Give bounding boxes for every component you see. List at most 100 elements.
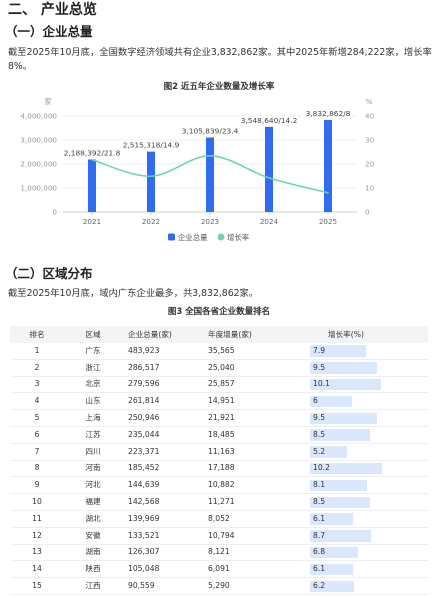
total-cell: 142,568 [128, 497, 160, 507]
legend-swatch-growth-rate [217, 233, 225, 241]
data-label-2023: 3,105,839/23.4 [182, 126, 239, 135]
growth-value: 7.9 [313, 345, 326, 355]
table-row: 10 福建 142,568 11,271 8.5 [10, 494, 428, 511]
y2-tick-label: 0 [365, 208, 370, 217]
x-tick-label: 2024 [260, 217, 279, 226]
rank-cell: 12 [32, 530, 42, 540]
growth-cell: 6.1 [308, 511, 428, 527]
rank-cell: 3 [34, 379, 40, 389]
regional-distribution-paragraph: 截至2025年10月底，域内广东企业最多，共3,832,862家。 [8, 288, 259, 299]
region-cell: 湖北 [85, 513, 101, 523]
rank-cell: 10 [32, 497, 42, 507]
growth-value: 8.5 [313, 497, 326, 507]
region-cell: 北京 [85, 379, 101, 389]
growth-value: 8.5 [313, 429, 326, 439]
growth-cell: 6.2 [308, 578, 428, 594]
increase-cell: 6,091 [208, 564, 230, 574]
increase-cell: 17,188 [208, 463, 235, 473]
increase-cell: 25,857 [208, 379, 235, 389]
bar-2023 [206, 137, 214, 212]
growth-value: 8.7 [313, 530, 326, 540]
growth-data-bar [310, 395, 353, 408]
rank-cell: 15 [32, 581, 42, 591]
x-tick-label: 2025 [319, 217, 337, 226]
growth-rate-line [91, 155, 329, 194]
rank-cell: 14 [32, 564, 42, 574]
region-cell: 浙江 [85, 362, 101, 372]
total-cell: 90,559 [128, 581, 155, 591]
growth-cell: 7.9 [308, 343, 428, 359]
increase-cell: 11,271 [208, 497, 235, 507]
region-cell: 湖南 [85, 547, 101, 557]
growth-value: 6.2 [313, 581, 326, 591]
enterprise-total-paragraph: 截至2025年10月底，全国数字经济领域共有企业3,832,862家。其中202… [8, 47, 432, 72]
growth-data-bar [310, 446, 347, 458]
growth-value: 6.8 [313, 547, 326, 557]
rank-cell: 9 [34, 480, 40, 490]
growth-data-bar [310, 496, 370, 508]
y2-axis-unit: % [366, 97, 373, 106]
region-cell: 安徽 [85, 530, 101, 540]
growth-data-bar [310, 462, 382, 475]
table-row: 13 湖南 126,307 8,121 6.8 [10, 545, 428, 562]
y-tick-label: 2,000,000 [20, 160, 57, 169]
total-cell: 185,452 [128, 463, 160, 473]
growth-cell: 9.5 [308, 360, 428, 376]
column-header-increase: 年度增量(家) [208, 329, 252, 339]
y2-tick-label: 40 [365, 112, 375, 121]
growth-cell: 8.5 [308, 427, 428, 443]
growth-point-2023 [209, 154, 212, 157]
bar-2022 [147, 151, 155, 212]
table-row: 9 河北 144,639 10,882 8.1 [10, 477, 428, 495]
total-cell: 235,044 [128, 429, 160, 439]
y-tick-label: 4,000,000 [20, 112, 57, 121]
total-cell: 133,521 [128, 530, 160, 540]
chart-data-labels: 2,188,392/21.82,515,318/14.93,105,839/23… [64, 109, 351, 157]
total-cell: 223,371 [128, 446, 160, 456]
province-ranking-table: 排名 区域 企业总量(家) 年度增量(家) 增长率(%) 1 广东 483,923 3… [10, 326, 428, 595]
growth-point-2021 [91, 158, 94, 161]
growth-value: 5.2 [313, 446, 326, 456]
column-header-growth: 增长率(%) [328, 329, 364, 339]
region-cell: 江西 [85, 581, 101, 591]
y2-tick-label: 10 [365, 184, 375, 193]
subsection-title-regional-distribution: （二）区域分布 [5, 266, 93, 281]
increase-cell: 8,052 [208, 513, 230, 523]
growth-point-2022 [150, 175, 153, 178]
growth-value: 8.1 [313, 480, 326, 490]
table-row: 2 浙江 286,517 25,040 9.5 [10, 360, 428, 377]
growth-cell: 6 [308, 393, 428, 409]
growth-data-bar [310, 530, 372, 542]
table-row: 3 北京 279,596 25,857 10.1 [10, 377, 428, 394]
table-row: 1 广东 483,923 35,565 7.9 [10, 343, 428, 360]
total-cell: 139,969 [128, 513, 160, 523]
line-series-growth-rate [91, 154, 329, 194]
rank-cell: 1 [34, 345, 40, 355]
legend-label-enterprise-total: 企业总量 [178, 233, 208, 242]
data-label-2025: 3,832,862/8 [306, 109, 351, 118]
table-row: 15 江西 90,559 5,290 6.2 [10, 578, 428, 595]
data-label-2022: 2,515,318/14.9 [123, 141, 180, 150]
growth-data-bar [310, 345, 366, 357]
growth-data-bar [310, 429, 370, 441]
chart-title: 图2 近五年企业数量及增长率 [164, 81, 275, 92]
growth-cell: 10.1 [308, 377, 428, 393]
total-cell: 250,946 [128, 413, 160, 423]
table-row: 7 四川 223,371 11,163 5.2 [10, 444, 428, 461]
data-label-2021: 2,188,392/21.8 [64, 148, 121, 157]
total-cell: 279,596 [128, 379, 160, 389]
total-cell: 144,639 [128, 480, 160, 490]
increase-cell: 10,794 [208, 530, 235, 540]
rank-cell: 13 [32, 547, 42, 557]
table-row: 5 上海 250,946 21,921 9.5 [10, 410, 428, 427]
column-header-region: 区域 [85, 329, 101, 339]
growth-data-bar [310, 479, 368, 492]
y-tick-label: 1,000,000 [20, 184, 57, 193]
x-tick-label: 2021 [83, 217, 101, 226]
growth-data-bar [310, 513, 354, 525]
table-row: 4 山东 261,814 14,951 6 [10, 393, 428, 411]
increase-cell: 11,163 [208, 446, 235, 456]
section-heading: 二、 产业总览 [8, 2, 97, 18]
rank-cell: 5 [34, 413, 40, 423]
data-label-2024: 3,548,640/14.2 [241, 116, 298, 125]
